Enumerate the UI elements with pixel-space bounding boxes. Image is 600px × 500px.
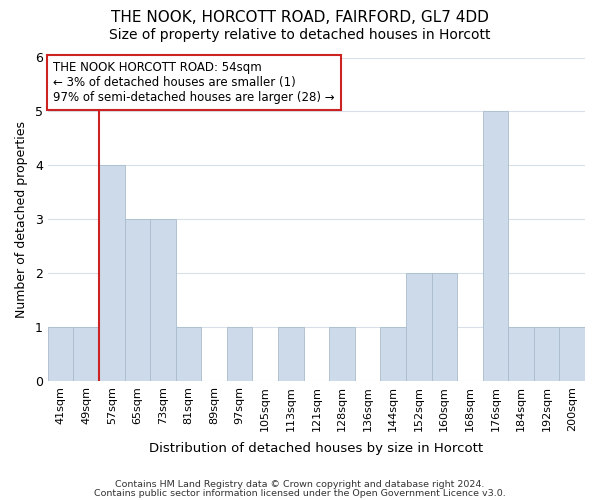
Bar [125,220,150,381]
X-axis label: Distribution of detached houses by size in Horcott: Distribution of detached houses by size … [149,442,484,455]
Y-axis label: Number of detached properties: Number of detached properties [15,121,28,318]
Bar [48,327,73,381]
Text: THE NOOK, HORCOTT ROAD, FAIRFORD, GL7 4DD: THE NOOK, HORCOTT ROAD, FAIRFORD, GL7 4D… [111,10,489,25]
Bar [508,327,534,381]
Bar [534,327,559,381]
Text: Contains HM Land Registry data © Crown copyright and database right 2024.: Contains HM Land Registry data © Crown c… [115,480,485,489]
Text: Contains public sector information licensed under the Open Government Licence v3: Contains public sector information licen… [94,488,506,498]
Bar [73,327,99,381]
Bar [380,327,406,381]
Bar [278,327,304,381]
Bar [150,220,176,381]
Bar [559,327,585,381]
Bar [176,327,201,381]
Bar [431,273,457,381]
Bar [99,166,125,381]
Bar [329,327,355,381]
Text: THE NOOK HORCOTT ROAD: 54sqm
← 3% of detached houses are smaller (1)
97% of semi: THE NOOK HORCOTT ROAD: 54sqm ← 3% of det… [53,60,335,104]
Bar [482,112,508,381]
Bar [406,273,431,381]
Text: Size of property relative to detached houses in Horcott: Size of property relative to detached ho… [109,28,491,42]
Bar [227,327,253,381]
